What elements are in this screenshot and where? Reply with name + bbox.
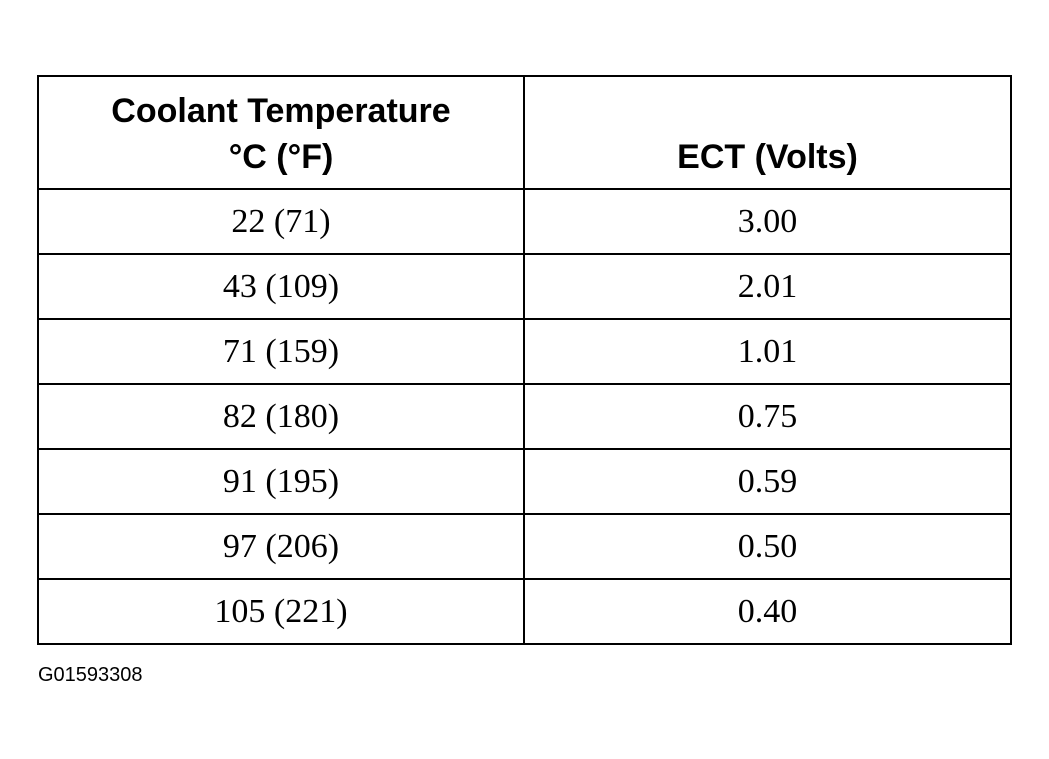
- table-cell: 3.00: [523, 188, 1012, 255]
- table-cell: 97 (206): [37, 513, 525, 580]
- header-line: °C (°F): [228, 138, 334, 176]
- table-cell: 0.59: [523, 448, 1012, 515]
- table-body: 22 (71) 3.00 43 (109) 2.01 71 (159) 1.01 82 (1…: [37, 188, 1012, 645]
- table-row: 82 (180) 0.75: [37, 383, 1012, 450]
- table-cell: 0.75: [523, 383, 1012, 450]
- table-cell: 71 (159): [37, 318, 525, 385]
- column-header: ECT (Volts): [523, 75, 1012, 190]
- table-cell: 82 (180): [37, 383, 525, 450]
- table-row: 71 (159) 1.01: [37, 318, 1012, 385]
- table-cell: 91 (195): [37, 448, 525, 515]
- data-table: Coolant Temperature °C (°F) ECT (Volts) 22…: [37, 75, 1012, 645]
- table-cell: 0.50: [523, 513, 1012, 580]
- table-cell: 22 (71): [37, 188, 525, 255]
- table-cell: 0.40: [523, 578, 1012, 645]
- table-row: 22 (71) 3.00: [37, 188, 1012, 255]
- table-cell: 105 (221): [37, 578, 525, 645]
- header-line: ECT (Volts): [677, 138, 858, 176]
- table-row: 43 (109) 2.01: [37, 253, 1012, 320]
- figure-id: G01593308: [38, 664, 143, 686]
- header-line: Coolant Temperature: [111, 92, 451, 130]
- table-row: 97 (206) 0.50: [37, 513, 1012, 580]
- column-header: Coolant Temperature °C (°F): [37, 75, 525, 190]
- table-cell: 2.01: [523, 253, 1012, 320]
- header-row: Coolant Temperature °C (°F) ECT (Volts): [37, 75, 1012, 190]
- table-row: 91 (195) 0.59: [37, 448, 1012, 515]
- table-cell: 43 (109): [37, 253, 525, 320]
- table-cell: 1.01: [523, 318, 1012, 385]
- table-row: 105 (221) 0.40: [37, 578, 1012, 645]
